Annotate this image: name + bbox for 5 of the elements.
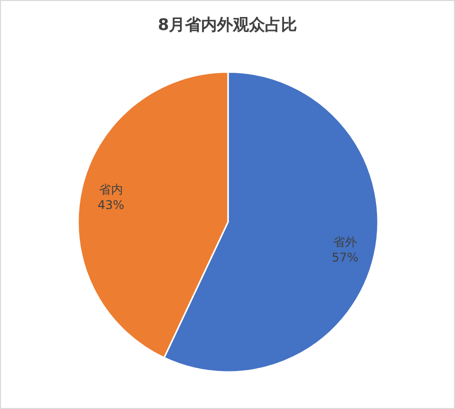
data-label: 57% — [332, 250, 358, 264]
slice-label: 省内 — [98, 182, 123, 196]
slice-label: 省外 — [333, 234, 358, 249]
data-label: 43% — [98, 198, 124, 212]
chart-title: 8月省内外观众占比 — [158, 15, 298, 34]
